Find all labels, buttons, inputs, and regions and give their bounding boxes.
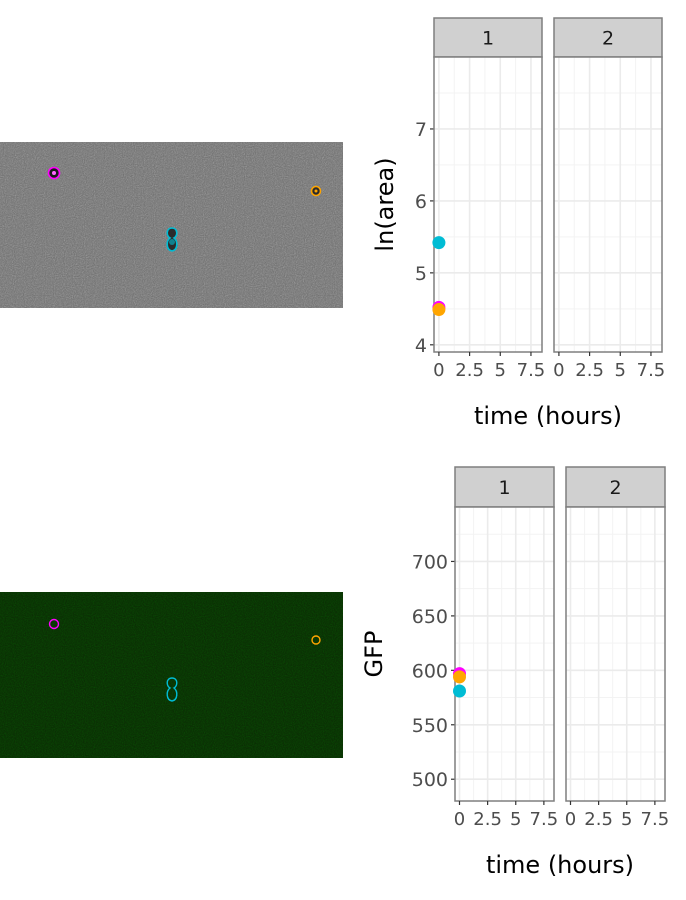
y-tick-label: 7 [415, 119, 427, 141]
x-tick-label: 0 [553, 360, 564, 381]
facet-strip-1 [454, 466, 555, 508]
x-tick-label: 0 [433, 360, 444, 381]
gfp-chart: GFP 500 550 600 650 700 1 0 2.5 5 7.5 2 0 2.5 5 7.5 time… [355, 450, 686, 900]
gfp-cell-cyan [166, 677, 178, 702]
y-tick-label: 5 [415, 263, 427, 285]
y-tick-label: 650 [412, 606, 448, 628]
y-tick-label: 550 [412, 715, 448, 737]
x-axis-label: time (hours) [486, 851, 634, 879]
facet-border-1 [454, 506, 555, 802]
facet-strip-1 [433, 17, 543, 58]
x-tick-label: 2.5 [584, 809, 613, 830]
x-tick-label: 7.5 [641, 809, 670, 830]
facet-border-2 [565, 506, 666, 802]
facet-panel-1 [455, 507, 554, 801]
area-chart: ln(area) 4 5 6 7 1 0 2.5 5 7.5 2 0 2.5 5 7.5 time (hour… [355, 0, 686, 450]
cell-cyan [166, 227, 178, 252]
facet-border-2 [553, 56, 663, 353]
gfp-image [0, 592, 343, 758]
data-point-series-2 [453, 670, 466, 684]
x-tick-label: 7.5 [530, 809, 559, 830]
gfp-noise [0, 592, 343, 758]
y-tick-label: 700 [412, 551, 448, 573]
x-tick-label: 5 [495, 360, 506, 381]
brightfield-noise [0, 142, 343, 308]
facet-strip-label: 2 [609, 477, 621, 499]
x-tick-label: 7.5 [637, 360, 666, 381]
y-axis-label: ln(area) [371, 157, 399, 251]
y-tick-label: 6 [415, 191, 427, 213]
gfp-cell-magenta [48, 618, 60, 630]
data-point-series-2 [432, 303, 446, 317]
brightfield-image [0, 142, 343, 308]
x-axis-label: time (hours) [474, 402, 622, 430]
cell-magenta [47, 166, 61, 180]
facet-strip-2 [553, 17, 663, 58]
facet-strip-label: 1 [482, 28, 494, 50]
gfp-image-canvas [0, 592, 343, 758]
x-tick-label: 2.5 [455, 360, 484, 381]
x-tick-label: 5 [510, 809, 521, 830]
facet-panel-2 [554, 57, 662, 352]
gfp-chart-svg: GFP 500 550 600 650 700 1 0 2.5 5 7.5 2 0 2.5 5 7.5 time… [360, 466, 670, 879]
facet-strip-label: 1 [498, 477, 510, 499]
gfp-cell-orange [311, 635, 321, 645]
facet-panel-2 [566, 507, 665, 801]
y-tick-label: 500 [412, 769, 448, 791]
y-axis-label: GFP [360, 631, 388, 678]
y-tick-label: 600 [412, 660, 448, 682]
brightfield-image-canvas [0, 142, 343, 308]
cell-orange [310, 185, 322, 197]
x-tick-label: 7.5 [517, 360, 546, 381]
x-tick-label: 5 [615, 360, 626, 381]
x-tick-label: 0 [565, 809, 576, 830]
data-point-series-1 [432, 236, 446, 250]
facet-strip-label: 2 [602, 28, 614, 50]
facet-panel-1 [434, 57, 542, 352]
x-tick-label: 2.5 [473, 809, 502, 830]
area-chart-svg: ln(area) 4 5 6 7 1 0 2.5 5 7.5 2 0 2.5 5 7.5 time (hour… [371, 17, 666, 430]
facet-border-1 [433, 56, 543, 353]
x-tick-label: 5 [621, 809, 632, 830]
data-point-series-1 [453, 684, 466, 698]
y-tick-label: 4 [415, 335, 427, 357]
x-tick-label: 2.5 [575, 360, 604, 381]
x-tick-label: 0 [454, 809, 465, 830]
